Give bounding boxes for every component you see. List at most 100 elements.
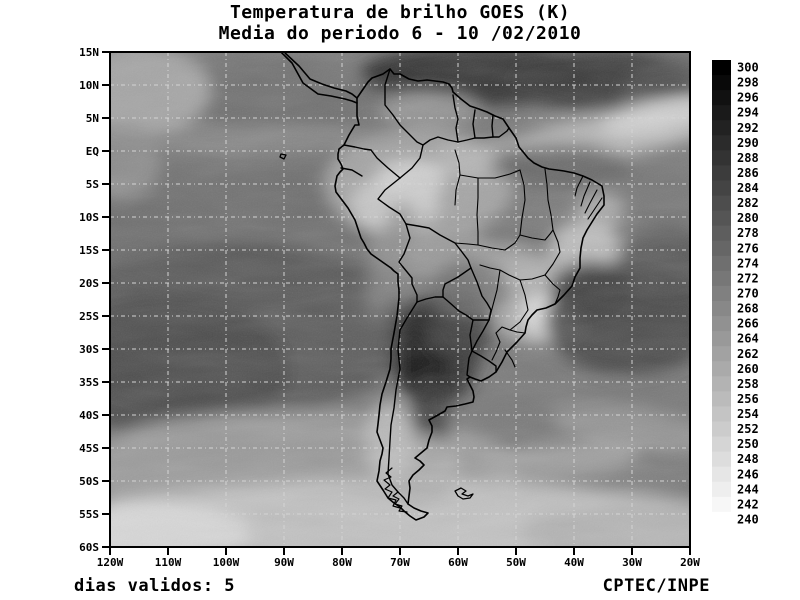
colorbar-tick-label: 250 bbox=[737, 437, 759, 451]
colorbar-tick-label: 274 bbox=[737, 256, 759, 270]
colorbar-tick-label: 294 bbox=[737, 106, 759, 120]
lat-tick-label: 60S bbox=[79, 541, 99, 554]
lat-tick-label: 5N bbox=[86, 112, 99, 125]
lat-tick-label: 30S bbox=[79, 343, 99, 356]
colorbar-segment bbox=[712, 90, 731, 106]
colorbar-tick-label: 276 bbox=[737, 241, 759, 255]
lon-tick-label: 40W bbox=[564, 556, 584, 569]
colorbar-tick-label: 288 bbox=[737, 151, 759, 165]
colorbar-tick-label: 246 bbox=[737, 467, 759, 481]
title-line2: Media do periodo 6 - 10 /02/2010 bbox=[218, 23, 582, 44]
colorbar-segment bbox=[712, 436, 731, 453]
colorbar-tick-label: 242 bbox=[737, 497, 759, 511]
colorbar-segment bbox=[712, 165, 731, 182]
colorbar-tick-label: 284 bbox=[737, 181, 759, 195]
lat-tick-label: 15S bbox=[79, 244, 99, 257]
colorbar-tick-label: 260 bbox=[737, 362, 759, 376]
colorbar-tick-label: 256 bbox=[737, 392, 759, 406]
grid-lines bbox=[110, 52, 690, 547]
lat-tick-label: 45S bbox=[79, 442, 99, 455]
colorbar-segment bbox=[712, 376, 731, 392]
colorbar-segment bbox=[712, 225, 731, 242]
lat-tick-label: 55S bbox=[79, 508, 99, 521]
colorbar-tick-label: 282 bbox=[737, 196, 759, 210]
colorbar-tick-label: 290 bbox=[737, 136, 759, 150]
colorbar-segment bbox=[712, 346, 731, 362]
colorbar-tick-label: 248 bbox=[737, 452, 759, 466]
lat-tick-label: 5S bbox=[86, 178, 99, 191]
chart-title: Temperatura de brilho GOES (K) Media do … bbox=[0, 2, 800, 44]
lon-tick-label: 30W bbox=[622, 556, 642, 569]
lat-tick-label: 40S bbox=[79, 409, 99, 422]
lon-tick-label: 60W bbox=[448, 556, 468, 569]
colorbar-tick-label: 262 bbox=[737, 347, 759, 361]
colorbar-segment bbox=[712, 135, 731, 151]
lat-tick-label: 10N bbox=[79, 79, 99, 92]
colorbar-segment bbox=[712, 255, 731, 272]
title-line1: Temperatura de brilho GOES (K) bbox=[229, 2, 571, 23]
colorbar-tick-label: 254 bbox=[737, 407, 759, 421]
lon-tick-label: 120W bbox=[97, 556, 124, 569]
colorbar-tick-label: 286 bbox=[737, 166, 759, 180]
lat-tick-label: 50S bbox=[79, 475, 99, 488]
colorbar-segment bbox=[712, 331, 731, 347]
lon-tick-label: 80W bbox=[332, 556, 352, 569]
lon-tick-label: 90W bbox=[274, 556, 294, 569]
colorbar-tick-label: 272 bbox=[737, 271, 759, 285]
colorbar-tick-label: 268 bbox=[737, 302, 759, 316]
satellite-imagery bbox=[110, 52, 690, 547]
lat-tick-label: 15N bbox=[79, 46, 99, 59]
colorbar-segment bbox=[712, 481, 731, 498]
colorbar-tick-label: 296 bbox=[737, 91, 759, 105]
colorbar-tick-label: 292 bbox=[737, 121, 759, 135]
source-label: CPTEC/INPE bbox=[602, 576, 710, 596]
colorbar-segment bbox=[712, 270, 731, 287]
lat-tick-label: 25S bbox=[79, 310, 99, 323]
colorbar: 3002982962942922902882862842822802782762… bbox=[712, 60, 759, 528]
colorbar-segment bbox=[712, 406, 731, 423]
colorbar-segment bbox=[712, 105, 731, 121]
lon-axis: 120W 110W 100W 90W 80W 70W 60W 50W 40W 30W 20W bbox=[97, 547, 700, 569]
lat-tick-label: EQ bbox=[86, 145, 100, 158]
colorbar-segment bbox=[712, 316, 731, 332]
colorbar-segment bbox=[712, 496, 731, 513]
colorbar-segment bbox=[712, 120, 731, 136]
lon-tick-label: 50W bbox=[506, 556, 526, 569]
lat-tick-label: 35S bbox=[79, 376, 99, 389]
colorbar-segment bbox=[712, 301, 731, 317]
colorbar-tick-label: 278 bbox=[737, 226, 759, 240]
lon-tick-label: 100W bbox=[213, 556, 240, 569]
coastline-borders bbox=[279, 52, 605, 521]
colorbar-segment bbox=[712, 195, 731, 212]
colorbar-tick-label: 244 bbox=[737, 482, 759, 496]
colorbar-tick-label: 280 bbox=[737, 211, 759, 225]
colorbar-segment bbox=[712, 210, 731, 227]
colorbar-tick-label: 264 bbox=[737, 332, 759, 346]
colorbar-segment bbox=[712, 361, 731, 377]
colorbar-tick-label: 258 bbox=[737, 377, 759, 391]
colorbar-tick-label: 270 bbox=[737, 287, 759, 301]
colorbar-tick-label: 240 bbox=[737, 512, 759, 526]
colorbar-segment bbox=[712, 391, 731, 407]
colorbar-tick-label: 298 bbox=[737, 76, 759, 90]
lon-tick-label: 20W bbox=[680, 556, 700, 569]
colorbar-segment bbox=[712, 511, 731, 528]
colorbar-segment bbox=[712, 285, 731, 302]
valid-days-label: dias validos: 5 bbox=[74, 576, 236, 596]
lat-tick-label: 10S bbox=[79, 211, 99, 224]
colorbar-segment bbox=[712, 421, 731, 438]
colorbar-segment bbox=[712, 451, 731, 468]
lat-tick-label: 20S bbox=[79, 277, 99, 290]
grain-texture bbox=[110, 52, 690, 547]
colorbar-segment bbox=[712, 75, 731, 91]
colorbar-segment bbox=[712, 150, 731, 166]
state-borders bbox=[454, 149, 603, 368]
colorbar-segment bbox=[712, 180, 731, 197]
colorbar-tick-label: 300 bbox=[737, 61, 759, 75]
colorbar-segment bbox=[712, 60, 731, 76]
colorbar-tick-label: 266 bbox=[737, 317, 759, 331]
lat-axis: 15N 10N 5N EQ 5S 10S 15S 20S 25S 30S 35S 40S 45S 50S 5… bbox=[79, 46, 110, 554]
colorbar-segment bbox=[712, 240, 731, 257]
lon-tick-label: 110W bbox=[155, 556, 182, 569]
